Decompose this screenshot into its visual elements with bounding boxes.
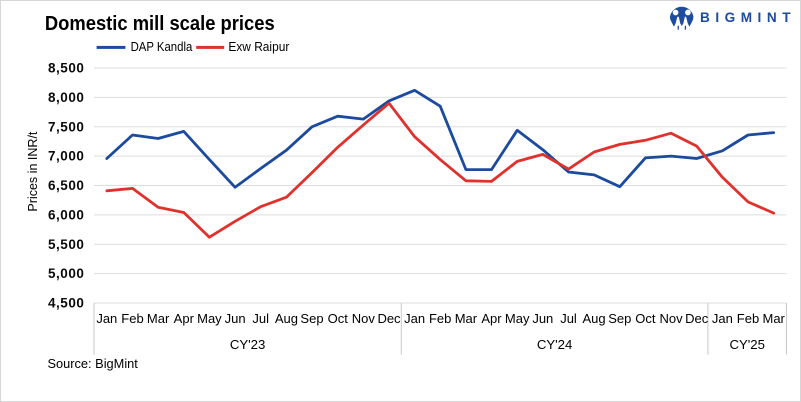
svg-text:Apr: Apr <box>174 311 195 326</box>
svg-text:Jul: Jul <box>252 311 269 326</box>
svg-text:7,000: 7,000 <box>48 149 85 164</box>
svg-text:7,500: 7,500 <box>48 119 85 134</box>
svg-text:Feb: Feb <box>121 311 143 326</box>
svg-text:CY'23: CY'23 <box>230 337 266 352</box>
svg-text:Jan: Jan <box>96 311 117 326</box>
svg-text:Apr: Apr <box>481 311 502 326</box>
svg-text:Mar: Mar <box>455 311 478 326</box>
svg-text:Jan: Jan <box>404 311 425 326</box>
svg-text:Nov: Nov <box>352 311 376 326</box>
svg-text:6,500: 6,500 <box>48 178 85 193</box>
svg-text:Sep: Sep <box>300 311 323 326</box>
svg-text:Feb: Feb <box>429 311 451 326</box>
svg-text:CY'25: CY'25 <box>729 337 765 352</box>
svg-text:May: May <box>197 311 222 326</box>
svg-text:Domestic mill scale prices: Domestic mill scale prices <box>45 12 275 35</box>
svg-text:Jun: Jun <box>532 311 553 326</box>
svg-text:CY'24: CY'24 <box>537 337 573 352</box>
svg-text:Jun: Jun <box>225 311 246 326</box>
svg-text:Jul: Jul <box>560 311 577 326</box>
svg-text:Aug: Aug <box>275 311 298 326</box>
svg-text:Mar: Mar <box>763 311 786 326</box>
svg-text:5,500: 5,500 <box>48 237 85 252</box>
svg-text:Nov: Nov <box>660 311 684 326</box>
svg-text:Sep: Sep <box>608 311 631 326</box>
svg-text:DAP Kandla: DAP Kandla <box>131 40 193 54</box>
svg-text:Jan: Jan <box>712 311 733 326</box>
svg-text:5,000: 5,000 <box>48 266 85 281</box>
svg-text:Dec: Dec <box>685 311 709 326</box>
svg-text:Prices in INR/t: Prices in INR/t <box>26 131 40 211</box>
svg-text:4,500: 4,500 <box>48 296 85 311</box>
svg-text:6,000: 6,000 <box>48 208 85 223</box>
svg-text:8,000: 8,000 <box>48 90 85 105</box>
svg-text:May: May <box>505 311 530 326</box>
svg-text:Aug: Aug <box>583 311 606 326</box>
svg-text:Exw Raipur: Exw Raipur <box>228 40 289 54</box>
svg-text:Feb: Feb <box>737 311 759 326</box>
svg-text:8,500: 8,500 <box>48 61 85 76</box>
svg-text:Dec: Dec <box>377 311 401 326</box>
svg-text:Mar: Mar <box>147 311 170 326</box>
svg-text:Source: BigMint: Source: BigMint <box>48 356 139 371</box>
svg-text:Oct: Oct <box>635 311 656 326</box>
svg-text:Oct: Oct <box>328 311 349 326</box>
